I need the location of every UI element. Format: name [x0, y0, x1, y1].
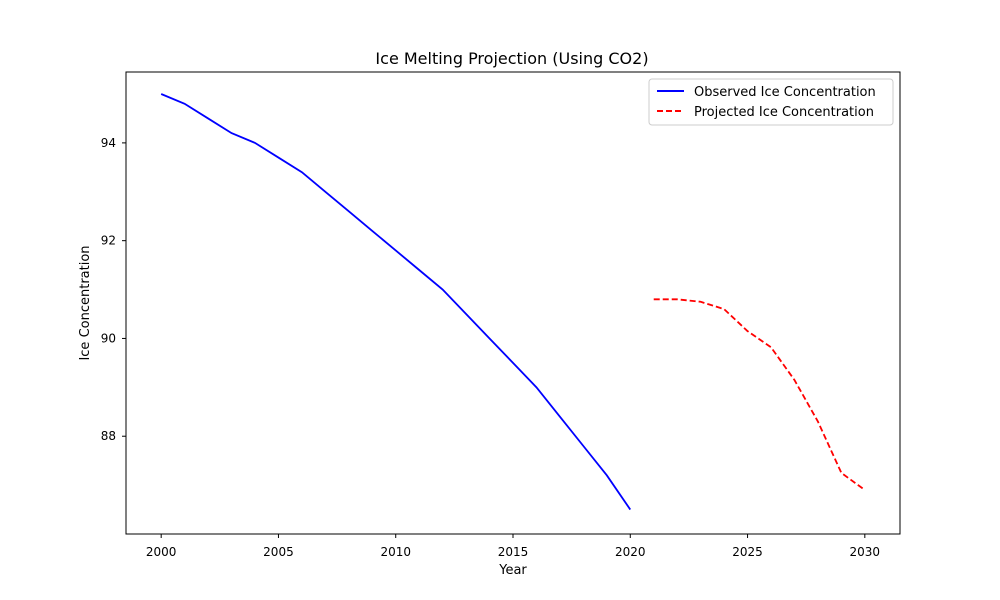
y-axis-label: Ice Concentration [78, 245, 93, 360]
chart-title: Ice Melting Projection (Using CO2) [375, 49, 648, 68]
series-layer [160, 93, 866, 511]
x-tick-label: 2000 [146, 545, 177, 559]
x-axis: 2000 2005 2010 2015 2020 2025 2030 [146, 534, 880, 559]
x-tick-label: 2030 [850, 545, 881, 559]
projected-series-line [653, 298, 866, 491]
x-tick-label: 2015 [498, 545, 529, 559]
legend-label-observed: Observed Ice Concentration [694, 85, 876, 100]
legend-label-projected: Projected Ice Concentration [694, 105, 874, 120]
observed-series-line [160, 93, 632, 511]
y-tick-label: 88 [101, 429, 116, 443]
legend-box [648, 78, 894, 126]
x-axis-label: Year [498, 563, 527, 578]
x-tick-label: 2010 [380, 545, 411, 559]
y-tick-label: 92 [101, 234, 116, 248]
y-tick-label: 94 [101, 136, 116, 150]
y-tick-label: 90 [101, 331, 116, 345]
x-tick-label: 2005 [263, 545, 294, 559]
plot-area [125, 71, 901, 535]
y-axis: 88 90 92 94 [101, 136, 126, 443]
x-tick-label: 2020 [615, 545, 646, 559]
legend: Observed Ice Concentration Projected Ice… [648, 78, 894, 126]
x-tick-label: 2025 [732, 545, 763, 559]
